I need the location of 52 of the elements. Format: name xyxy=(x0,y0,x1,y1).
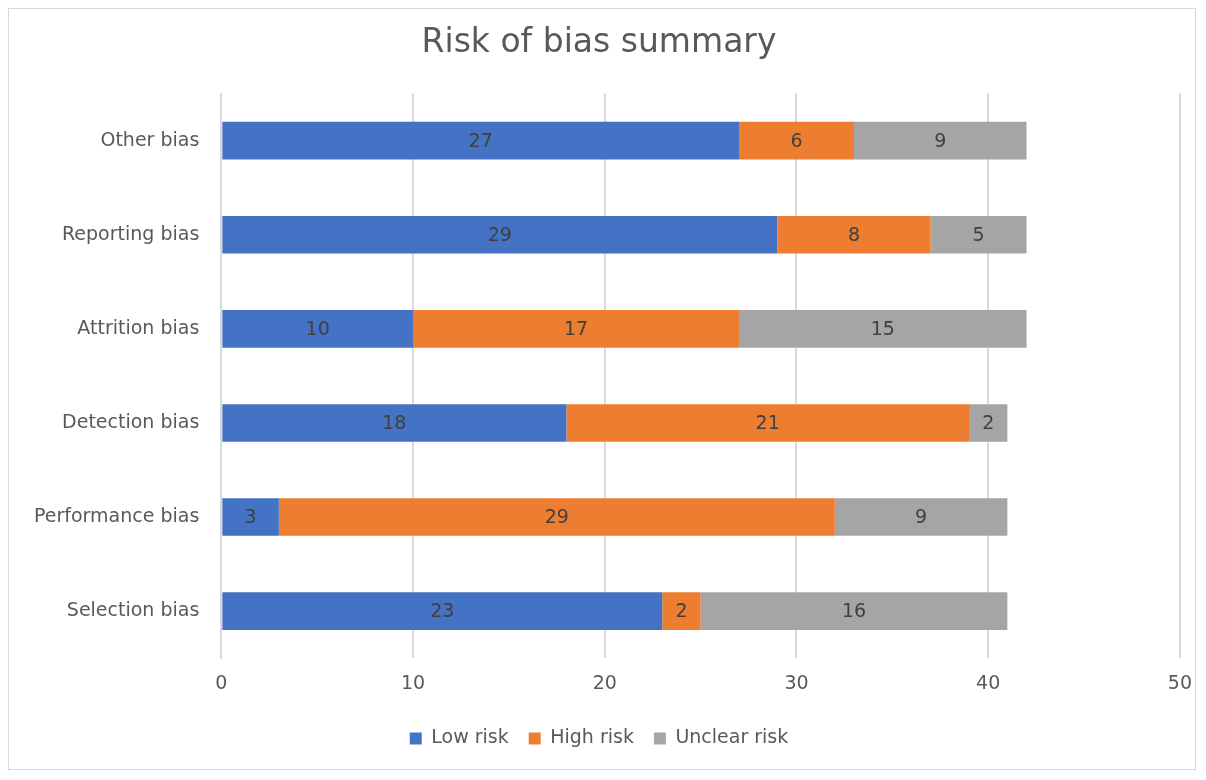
bar xyxy=(413,310,739,348)
bar xyxy=(222,498,279,536)
bar xyxy=(222,121,739,160)
data-label: 27 xyxy=(468,128,493,151)
bar xyxy=(738,121,854,160)
bar xyxy=(222,592,663,630)
data-label: 21 xyxy=(755,410,780,433)
data-label: 2 xyxy=(982,410,995,433)
chart-title: Risk of bias summary xyxy=(421,21,777,61)
y-tick-label: Other bias xyxy=(100,127,200,150)
data-label: 2 xyxy=(675,599,688,622)
data-label: 17 xyxy=(563,316,589,339)
data-label: 29 xyxy=(544,504,569,527)
bar xyxy=(222,215,778,254)
data-label: 18 xyxy=(382,410,407,433)
bar xyxy=(834,498,1008,536)
bar xyxy=(278,498,835,536)
bar xyxy=(738,310,1027,348)
x-tick-label: 0 xyxy=(215,670,228,693)
legend-label: Low risk xyxy=(431,725,509,748)
y-tick-label: Detection bias xyxy=(62,409,200,432)
y-tick-label: Performance bias xyxy=(33,503,200,526)
legend-label: High risk xyxy=(550,725,634,748)
data-label: 10 xyxy=(305,316,330,339)
bar xyxy=(969,404,1008,442)
bar xyxy=(700,592,1008,630)
data-label: 16 xyxy=(841,599,867,622)
y-tick-label: Reporting bias xyxy=(62,221,200,244)
data-label: 15 xyxy=(870,316,895,339)
y-tick-label: Attrition bias xyxy=(77,315,200,338)
data-label: 8 xyxy=(847,222,861,245)
data-label: 9 xyxy=(915,504,928,527)
data-label: 29 xyxy=(487,222,512,245)
bar xyxy=(930,215,1027,254)
bar xyxy=(566,404,970,442)
x-tick-label: 20 xyxy=(592,670,617,693)
bar xyxy=(777,215,931,254)
data-label: 23 xyxy=(430,599,455,622)
bar xyxy=(222,404,567,442)
bar xyxy=(662,592,701,630)
bar xyxy=(853,121,1027,160)
bar xyxy=(222,310,414,348)
data-label: 3 xyxy=(244,504,257,527)
data-label: 9 xyxy=(934,128,947,151)
x-tick-label: 10 xyxy=(400,670,426,693)
data-label: 5 xyxy=(972,222,985,245)
legend-label: Unclear risk xyxy=(675,725,789,748)
data-label: 6 xyxy=(790,128,803,151)
x-tick-label: 40 xyxy=(976,670,1001,693)
y-tick-label: Selection bias xyxy=(66,598,200,621)
x-tick-label: 30 xyxy=(784,670,809,693)
x-tick-label: 50 xyxy=(1167,670,1193,693)
